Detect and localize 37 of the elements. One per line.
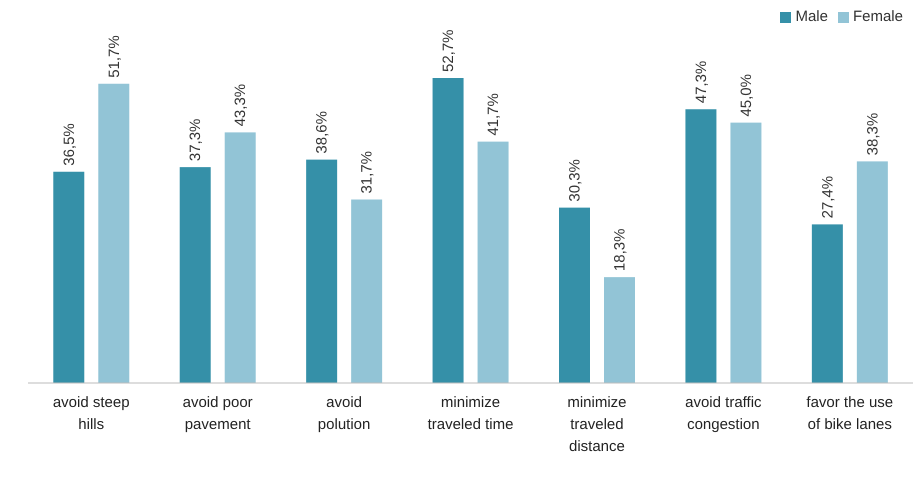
- legend-label: Female: [852, 8, 903, 25]
- bar: [432, 78, 464, 383]
- bar: [730, 122, 762, 383]
- legend-label: Male: [795, 8, 828, 25]
- data-label: 27,4%: [819, 176, 836, 218]
- bar: [98, 84, 130, 383]
- data-label: 52,7%: [440, 29, 458, 72]
- data-label: 31,7%: [358, 150, 376, 194]
- x-tick-label: avoid poor pavement: [182, 394, 253, 433]
- x-tick-label: favor the use of bike lanes: [806, 394, 894, 433]
- x-tick-label: minimize traveled time: [428, 394, 514, 433]
- bar: [180, 167, 211, 383]
- data-label: 37,3%: [187, 118, 204, 162]
- data-label: 38,3%: [864, 112, 882, 156]
- data-label: 38,6%: [314, 111, 331, 154]
- data-label: 18,3%: [612, 228, 628, 272]
- x-tick-label: avoid steep hills: [52, 394, 130, 433]
- data-label: 45,0%: [738, 74, 755, 117]
- data-label: 47,3%: [692, 60, 710, 104]
- x-tick-label: avoid traffic congestion: [685, 394, 762, 433]
- bar: [53, 172, 84, 383]
- bar: [559, 208, 590, 383]
- data-label: 41,7%: [485, 93, 502, 136]
- bar: [306, 160, 338, 383]
- bar: [224, 132, 256, 383]
- data-label: 43,3%: [232, 84, 250, 126]
- bar: [856, 161, 888, 383]
- data-label: 51,7%: [106, 35, 123, 78]
- bar: [351, 200, 382, 383]
- x-tick-label: minimize traveled distance: [567, 394, 627, 455]
- data-label: 30,3%: [566, 159, 584, 202]
- x-tick-label: avoid polution: [318, 394, 370, 433]
- bar: [478, 142, 509, 383]
- data-label: 36,5%: [60, 123, 78, 166]
- bar: [812, 224, 843, 383]
- bar: [685, 109, 716, 383]
- bar: [604, 277, 635, 383]
